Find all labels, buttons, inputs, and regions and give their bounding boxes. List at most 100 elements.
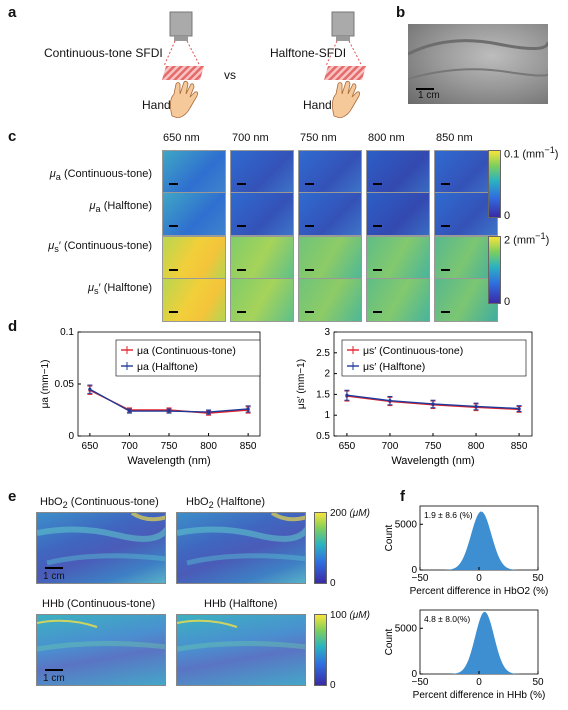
scale-bar-label: 1 cm	[43, 571, 65, 582]
heatmap-r0-c4	[434, 150, 498, 194]
panel-label-c: c	[8, 128, 17, 145]
heatmap-r3-c4	[434, 278, 498, 322]
heatmap-r1-c3	[366, 192, 430, 236]
data-point	[127, 409, 132, 413]
wavelength-header-1: 700 nm	[232, 132, 269, 144]
x-axis-label: Wavelength (nm)	[127, 455, 210, 467]
data-point	[345, 393, 349, 397]
x-tick-label: 850	[511, 441, 528, 452]
heatmap-r0-c3	[366, 150, 430, 194]
map-title-hhb-ct: HHb (Continuous-tone)	[42, 598, 156, 610]
data-point	[246, 407, 250, 411]
y-tick-label: 0	[411, 565, 417, 576]
heatmap-r0-c2	[298, 150, 362, 194]
scale-bar	[373, 225, 382, 227]
x-axis-label: Percent difference in HbO2 (%)	[410, 586, 549, 597]
heatmap-r0-c1	[230, 150, 294, 194]
colorbar-mus-min: 0	[504, 296, 511, 308]
y-tick-label: 0.05	[55, 379, 75, 390]
colorbar-hbo2	[314, 512, 327, 584]
histogram-stat: 4.8 ± 8.0(%)	[424, 614, 470, 624]
scale-bar	[416, 88, 434, 90]
colorbar-hbo2-min: 0	[330, 578, 336, 589]
row-label-mus-ct: μs′ (Continuous-tone)	[48, 240, 152, 255]
histogram-area	[420, 611, 538, 674]
x-tick-label: 650	[339, 441, 356, 452]
wavelength-header-4: 850 nm	[436, 132, 473, 144]
wavelength-header-2: 750 nm	[300, 132, 337, 144]
scale-bar	[305, 269, 314, 271]
scale-bar	[305, 311, 314, 313]
colorbar-hbo2-max: 200 (μM)	[330, 508, 370, 519]
heatmap-r3-c3	[366, 278, 430, 322]
panel-label-b: b	[396, 4, 406, 21]
scale-bar	[237, 311, 246, 313]
wavelength-header-0: 650 nm	[163, 132, 200, 144]
y-tick-label: 2	[324, 369, 330, 380]
heatmap-r3-c2	[298, 278, 362, 322]
scale-bar	[169, 269, 178, 271]
scale-bar	[441, 311, 450, 313]
y-axis-label: Count	[384, 628, 395, 655]
heatmap-r1-c1	[230, 192, 294, 236]
panel-label-a: a	[8, 4, 17, 21]
x-tick-label: 800	[200, 441, 217, 452]
hand-label-left: Hand	[142, 98, 171, 112]
colorbar-mua-max: 0.1 (mm−1)	[504, 145, 559, 161]
scale-bar-label: 1 cm	[43, 673, 65, 684]
camera-icon	[169, 11, 193, 37]
heatmap-r0-c0	[162, 150, 226, 194]
hand-label-right: Hand	[303, 98, 332, 112]
colorbar-mus-max: 2 (mm−1)	[504, 231, 550, 247]
heatmap-r1-c2	[298, 192, 362, 236]
scale-bar	[441, 183, 450, 185]
panel-label-e: e	[8, 488, 17, 505]
legend-entry-0: μa (Continuous-tone)	[137, 345, 236, 357]
scale-bar	[45, 669, 63, 671]
panel-label-f: f	[400, 488, 405, 505]
heatmap-r2-c1	[230, 236, 294, 280]
y-tick-label: 0	[68, 431, 74, 442]
heatmap-r3-c1	[230, 278, 294, 322]
legend-entry-1: μs′ (Halftone)	[363, 361, 425, 373]
scale-bar	[373, 311, 382, 313]
colorbar-hhb-min: 0	[330, 680, 336, 691]
data-point	[517, 406, 521, 411]
map-hhb-continuous: 1 cm	[36, 614, 166, 686]
y-tick-label: 5000	[395, 623, 418, 634]
scale-bar	[373, 183, 382, 185]
setup-left-title: Continuous-tone SFDI	[44, 46, 163, 60]
data-point	[206, 410, 211, 414]
map-title-hbo2-ht: HbO2 (Halftone)	[186, 496, 266, 511]
data-point	[474, 404, 478, 409]
legend-box	[341, 339, 527, 377]
x-tick-label: 50	[532, 677, 544, 688]
map-title-hhb-ht: HHb (Halftone)	[204, 598, 278, 610]
x-tick-label: 750	[425, 441, 442, 452]
x-tick-label: 0	[476, 573, 482, 584]
chart-mua-vs-wavelength: 650 700 750 800 850 0 0.05 0.1 Wavelength (nm) μa…	[40, 327, 261, 467]
panel-label-d: d	[8, 318, 18, 335]
row-label-mua-ct: μa (Continuous-tone)	[49, 168, 152, 183]
heatmap-r3-c0	[162, 278, 226, 322]
heatmap-r2-c0	[162, 236, 226, 280]
histogram-stat: 1.9 ± 8.6 (%)	[424, 510, 473, 520]
data-point	[388, 399, 392, 403]
y-tick-label: 5000	[395, 519, 418, 530]
hand-icon	[170, 80, 199, 118]
scale-bar	[169, 225, 178, 227]
colorbar-hhb-max: 100 (μM)	[330, 610, 370, 621]
scale-bar	[237, 225, 246, 227]
x-tick-label: −50	[412, 573, 429, 584]
x-tick-label: 0	[476, 677, 482, 688]
y-tick-label: 1.5	[316, 389, 330, 400]
x-tick-label: 850	[240, 441, 257, 452]
y-tick-label: 0.5	[316, 431, 330, 442]
scale-bar-label: 1 cm	[418, 90, 440, 101]
y-tick-label: 3	[324, 327, 330, 338]
x-tick-label: −50	[412, 677, 429, 688]
data-point	[167, 409, 171, 413]
colorbar-mua-min: 0	[504, 210, 511, 222]
